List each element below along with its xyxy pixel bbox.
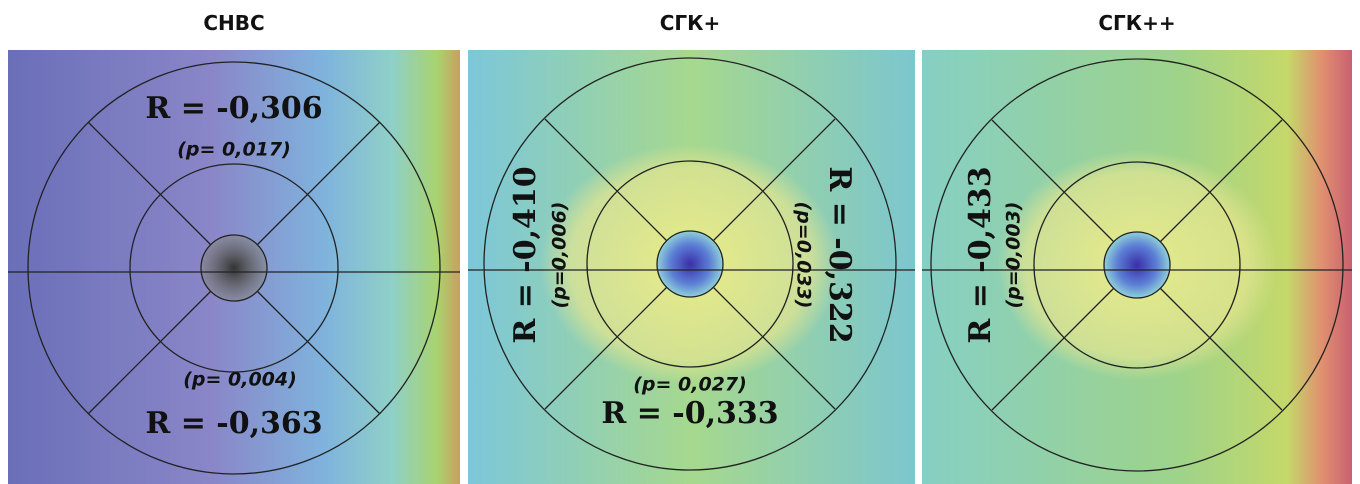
p-value: (p= 0,004) bbox=[183, 369, 297, 391]
panel: R = -0,410 (p=0,006) R = -0,322 (p=0,033… bbox=[468, 50, 915, 484]
correlation: R = -0,410 bbox=[508, 166, 543, 343]
panel-title: СГК++ bbox=[1098, 11, 1175, 35]
figure: СНВС СГК+ СГК++ R = -0,306 (p= 0,017) (p… bbox=[0, 0, 1360, 484]
correlation: R = -0,322 bbox=[822, 166, 857, 343]
p-value: (p=0,006) bbox=[549, 202, 571, 309]
correlation: R = -0,306 bbox=[145, 91, 322, 126]
panel-title: СНВС bbox=[203, 11, 264, 35]
panel: R = -0,433 (p=0,003) bbox=[922, 50, 1352, 484]
p-value: (p= 0,027) bbox=[633, 374, 747, 396]
panel: R = -0,306 (p= 0,017) (p= 0,004) R = -0,… bbox=[8, 50, 460, 484]
p-value: (p= 0,017) bbox=[177, 139, 291, 161]
correlation: R = -0,333 bbox=[601, 396, 778, 431]
correlation: R = -0,433 bbox=[963, 166, 998, 343]
p-value: (p=0,003) bbox=[1003, 202, 1025, 309]
p-value: (p=0,033) bbox=[793, 202, 815, 309]
panel-title: СГК+ bbox=[660, 11, 721, 35]
correlation: R = -0,363 bbox=[145, 406, 322, 441]
